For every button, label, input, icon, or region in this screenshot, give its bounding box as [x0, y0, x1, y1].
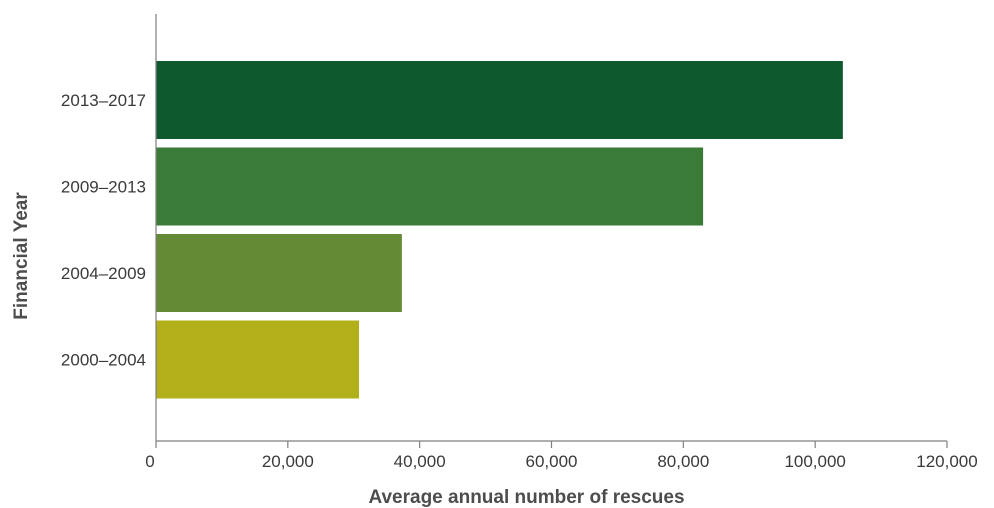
x-ticks-group: 0 20,000 40,000 60,000 80,000 100,000 120,000 [145, 441, 978, 471]
y-tick-label: 2000–2004 [61, 351, 146, 370]
bars-group [156, 61, 843, 399]
x-tick-label: 40,000 [394, 452, 446, 471]
y-tick-label: 2009–2013 [61, 178, 146, 197]
bar-2004–2009 [156, 234, 402, 312]
bar-2000–2004 [156, 320, 360, 399]
x-tick-label: 20,000 [262, 452, 314, 471]
y-tick-label: 2004–2009 [61, 264, 146, 283]
x-tick-label: 60,000 [526, 452, 578, 471]
x-tick-label: 80,000 [657, 452, 709, 471]
bar-2009–2013 [156, 147, 704, 226]
y-tick-labels: 2013–2017 2009–2013 2004–2009 2000–2004 [61, 91, 146, 370]
x-tick-label: 100,000 [784, 452, 845, 471]
y-tick-label: 2013–2017 [61, 91, 146, 110]
y-axis-title: Financial Year [11, 192, 32, 320]
bar-2013–2017 [156, 61, 843, 139]
x-tick-label: 0 [145, 452, 154, 471]
x-axis-title: Average annual number of rescues [368, 487, 684, 508]
x-tick-label: 120,000 [916, 452, 977, 471]
